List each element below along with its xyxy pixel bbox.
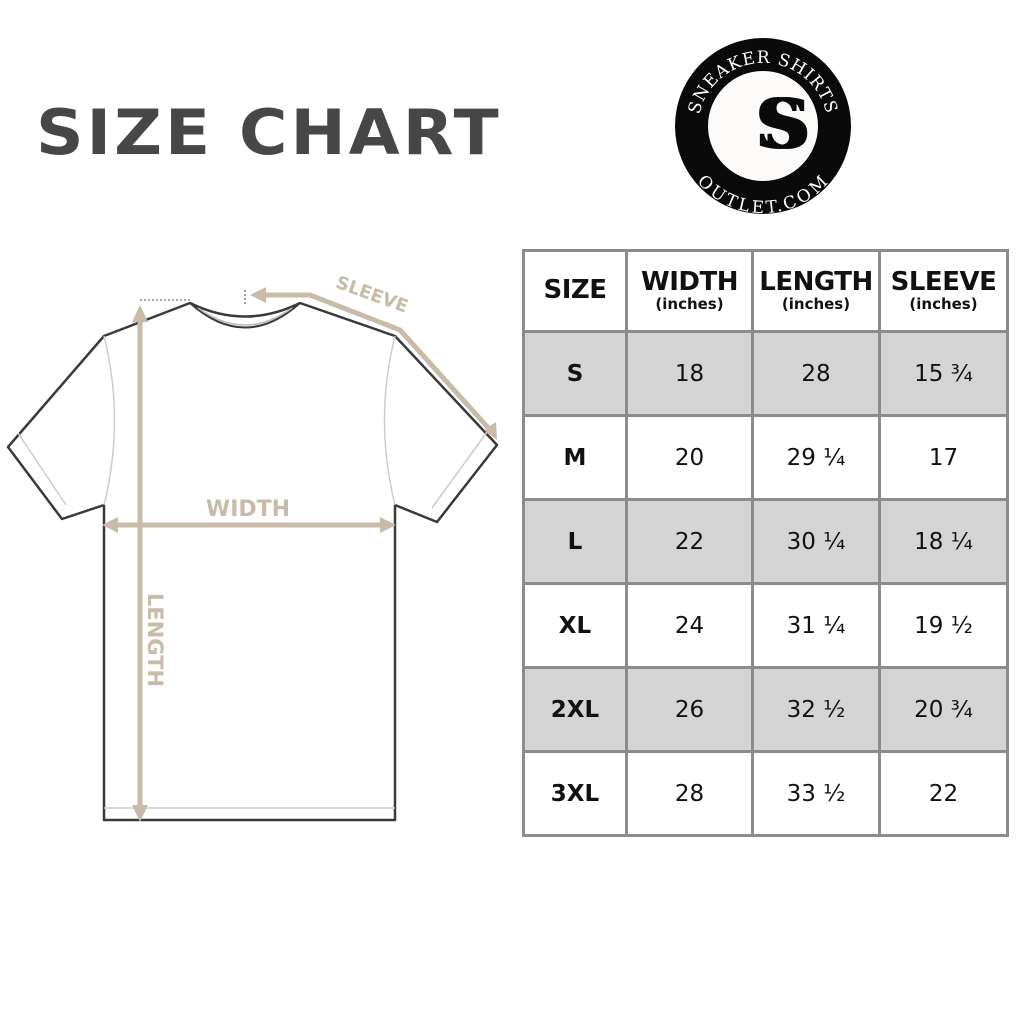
sleeve-arrow [262,292,494,434]
size-table: SIZE WIDTH (inches) LENGTH (inches) SLEEVE… [522,249,1009,837]
table-row: M 20 29 ¼ 17 [522,414,1009,501]
table-cell: 15 ¾ [878,330,1009,417]
table-header-row: SIZE WIDTH (inches) LENGTH (inches) SLEEVE… [522,249,1009,333]
table-cell: 2XL [522,666,628,753]
table-cell: 18 [625,330,754,417]
measurement-arrows [102,287,497,822]
brand-logo: SNEAKER SHIRTS OUTLET.COM SS [675,38,851,216]
table-cell: 28 [625,750,754,837]
table-cell: 26 [625,666,754,753]
table-row: 2XL 26 32 ½ 20 ¾ [522,666,1009,753]
table-cell: M [522,414,628,501]
length-label: LENGTH [143,593,167,687]
table-cell: 17 [878,414,1009,501]
table-row: L 22 30 ¼ 18 ¼ [522,498,1009,585]
table-cell: S [522,330,628,417]
tshirt-outline [6,299,499,822]
table-row: S 18 28 15 ¾ [522,330,1009,417]
table-cell: 24 [625,582,754,669]
table-cell: L [522,498,628,585]
table-cell: 18 ¼ [878,498,1009,585]
table-cell: 19 ½ [878,582,1009,669]
header-sleeve: SLEEVE (inches) [878,249,1009,333]
page-title: SIZE CHART [36,95,502,170]
header-length: LENGTH (inches) [751,249,881,333]
table-cell: 20 [625,414,754,501]
table-cell: 31 ¼ [751,582,881,669]
header-size: SIZE [522,249,628,333]
table-cell: 32 ½ [751,666,881,753]
table-cell: 22 [625,498,754,585]
header-width: WIDTH (inches) [625,249,754,333]
table-cell: 28 [751,330,881,417]
table-cell: 20 ¾ [878,666,1009,753]
table-cell: 29 ¼ [751,414,881,501]
table-row: XL 24 31 ¼ 19 ½ [522,582,1009,669]
width-label: WIDTH [206,497,290,522]
table-cell: 30 ¼ [751,498,881,585]
tshirt-diagram: WIDTH LENGTH SLEEVE [6,272,499,822]
table-cell: XL [522,582,628,669]
table-cell: 33 ½ [751,750,881,837]
table-cell: 3XL [522,750,628,837]
table-row: 3XL 28 33 ½ 22 [522,750,1009,837]
table-cell: 22 [878,750,1009,837]
